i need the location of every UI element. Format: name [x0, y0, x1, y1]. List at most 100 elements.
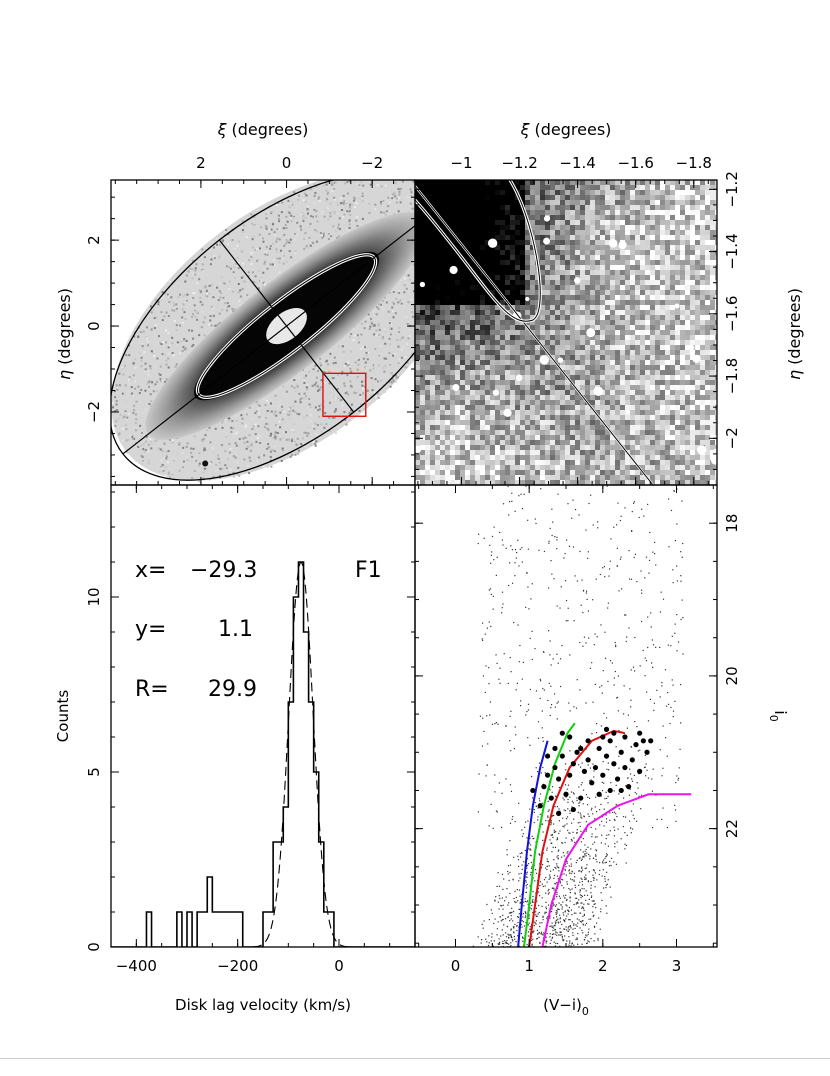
zoom-pixel	[495, 280, 500, 285]
zoom-pixel	[455, 180, 460, 185]
map-pixel	[161, 450, 164, 453]
zoom-pixel	[500, 290, 505, 295]
zoom-pixel	[570, 305, 575, 310]
map-pixel	[160, 311, 163, 314]
zoom-pixel	[570, 350, 575, 355]
zoom-pixel	[695, 280, 700, 285]
zoom-pixel	[475, 215, 480, 220]
map-pixel	[254, 433, 257, 436]
zoom-pixel	[715, 300, 717, 305]
zoom-pixel	[710, 295, 715, 300]
map-pixel	[208, 323, 211, 326]
map-pixel	[399, 278, 402, 281]
zoom-pixel	[690, 210, 695, 215]
zoom-pixel	[515, 305, 520, 310]
zoom-pixel	[505, 355, 510, 360]
map-pixel	[391, 306, 394, 309]
zoom-pixel	[440, 205, 445, 210]
map-pixel	[311, 241, 314, 244]
zoom-pixel	[580, 185, 585, 190]
zoom-pixel	[515, 270, 520, 275]
zoom-pixel	[650, 275, 655, 280]
map-pixel	[374, 203, 377, 206]
zoom-pixel	[555, 255, 560, 260]
map-pixel	[342, 202, 345, 205]
zoom-pixel	[555, 260, 560, 265]
zoom-pixel	[580, 350, 585, 355]
map-pixel	[369, 393, 372, 396]
map-pixel	[147, 462, 150, 465]
zoom-pixel	[635, 280, 640, 285]
zoom-pixel	[510, 360, 515, 365]
zoom-pixel	[605, 195, 610, 200]
zoom-pixel	[610, 215, 615, 220]
zoom-pixel	[715, 340, 717, 345]
map-pixel	[329, 233, 332, 236]
zoom-pixel	[515, 340, 520, 345]
zoom-pixel	[575, 210, 580, 215]
map-pixel	[243, 441, 246, 444]
map-pixel	[381, 337, 384, 340]
zoom-pixel	[430, 265, 435, 270]
zoom-pixel	[640, 270, 645, 275]
zoom-pixel	[570, 195, 575, 200]
zoom-pixel	[660, 215, 665, 220]
map-pixel	[377, 307, 380, 310]
map-pixel	[337, 223, 340, 226]
zoom-pixel	[660, 345, 665, 350]
map-pixel	[144, 368, 147, 371]
zoom-pixel	[555, 300, 560, 305]
zoom-pixel	[650, 310, 655, 315]
map-pixel	[315, 210, 318, 213]
zoom-pixel	[635, 235, 640, 240]
map-pixel	[141, 383, 144, 386]
zoom-pixel	[500, 335, 505, 340]
map-pixel	[375, 305, 378, 308]
map-pixel	[126, 451, 129, 454]
zoom-pixel	[685, 345, 690, 350]
map-pixel	[297, 198, 300, 201]
map-pixel	[328, 430, 331, 433]
zoom-pixel	[675, 345, 680, 350]
zoom-pixel	[590, 195, 595, 200]
zoom-pixel	[495, 355, 500, 360]
map-pixel	[337, 226, 340, 229]
map-pixel	[258, 233, 261, 236]
zoom-pixel	[690, 195, 695, 200]
zoom-pixel	[650, 280, 655, 285]
zoom-pixel	[675, 205, 680, 210]
map-pixel	[258, 404, 261, 407]
zoom-pixel	[545, 300, 550, 305]
zoom-pixel	[640, 215, 645, 220]
zoom-pixel	[690, 270, 695, 275]
zoom-pixel	[460, 295, 465, 300]
zoom-pixel	[595, 330, 600, 335]
zoom-pixel	[420, 240, 425, 245]
zoom-pixel	[490, 220, 495, 225]
zoom-pixel	[650, 305, 655, 310]
map-pixel	[380, 176, 382, 178]
zoom-pixel	[695, 205, 700, 210]
zoom-pixel	[645, 245, 650, 250]
zoom-pixel	[515, 345, 520, 350]
zoom-pixel	[500, 330, 505, 335]
zoom-pixel	[560, 215, 565, 220]
zoom-pixel	[525, 340, 530, 345]
zoom-pixel	[695, 255, 700, 260]
zoom-pixel	[500, 230, 505, 235]
map-pixel	[296, 385, 299, 388]
zoom-pixel	[455, 245, 460, 250]
map-pixel	[135, 418, 138, 421]
zoom-pixel	[690, 215, 695, 220]
zoom-pixel	[640, 340, 645, 345]
zoom-pixel	[640, 260, 645, 265]
zoom-pixel	[645, 215, 650, 220]
zoom-pixel	[595, 310, 600, 315]
zoom-pixel	[705, 195, 710, 200]
map-pixel	[310, 204, 313, 207]
zoom-pixel	[430, 255, 435, 260]
zoom-pixel	[575, 250, 580, 255]
zoom-pixel	[425, 315, 430, 320]
zoom-pixel	[625, 275, 630, 280]
map-pixel	[361, 217, 364, 220]
